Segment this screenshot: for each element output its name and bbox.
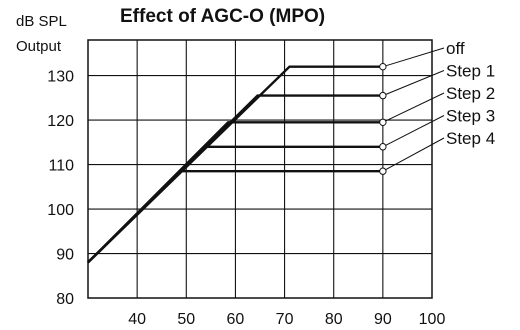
x-tick-label: 60 — [227, 311, 245, 328]
series-line — [87, 169, 383, 264]
series-leader-line — [382, 47, 445, 68]
series-leader-line — [382, 115, 445, 148]
grid — [88, 40, 432, 298]
y-axis-label: Output — [16, 38, 62, 55]
x-tick-label: 100 — [419, 311, 446, 328]
x-tick-label: 50 — [177, 311, 195, 328]
plot-frame — [87, 39, 433, 299]
y-tick-label: 120 — [47, 113, 74, 130]
x-tick-label: 80 — [325, 311, 343, 328]
series-labels: off Step 1 Step 2 Step 3 Step 4 — [379, 39, 495, 175]
y-tick-label: 130 — [47, 69, 74, 86]
x-tick-labels: 40 50 60 70 80 90 100 — [128, 311, 445, 328]
series-leader-line — [382, 92, 445, 123]
series-end-marker — [379, 62, 387, 71]
x-tick-label: 70 — [276, 311, 294, 328]
series-end-marker — [379, 118, 387, 126]
y-tick-labels: 80 90 100 110 120 130 — [47, 69, 74, 308]
series-label: Step 2 — [446, 84, 495, 103]
y-axis-unit-label: dB SPL — [16, 13, 67, 30]
series-leader-line — [382, 137, 445, 172]
series-leader-line — [382, 70, 445, 97]
series-lines — [87, 65, 383, 264]
y-tick-label: 100 — [47, 202, 74, 219]
series-end-marker — [379, 167, 387, 175]
y-tick-label: 80 — [56, 291, 74, 308]
y-tick-label: 110 — [48, 158, 74, 175]
series-label: Step 1 — [446, 62, 495, 81]
x-tick-label: 90 — [374, 311, 392, 328]
chart-title: Effect of AGC-O (MPO) — [120, 6, 326, 27]
x-tick-label: 40 — [128, 311, 146, 328]
series-label: Step 3 — [446, 107, 495, 126]
series-end-marker — [379, 91, 387, 100]
series-label: Step 4 — [446, 129, 495, 148]
series-label: off — [446, 39, 465, 58]
series-end-marker — [379, 143, 387, 151]
y-tick-label: 90 — [56, 247, 74, 264]
